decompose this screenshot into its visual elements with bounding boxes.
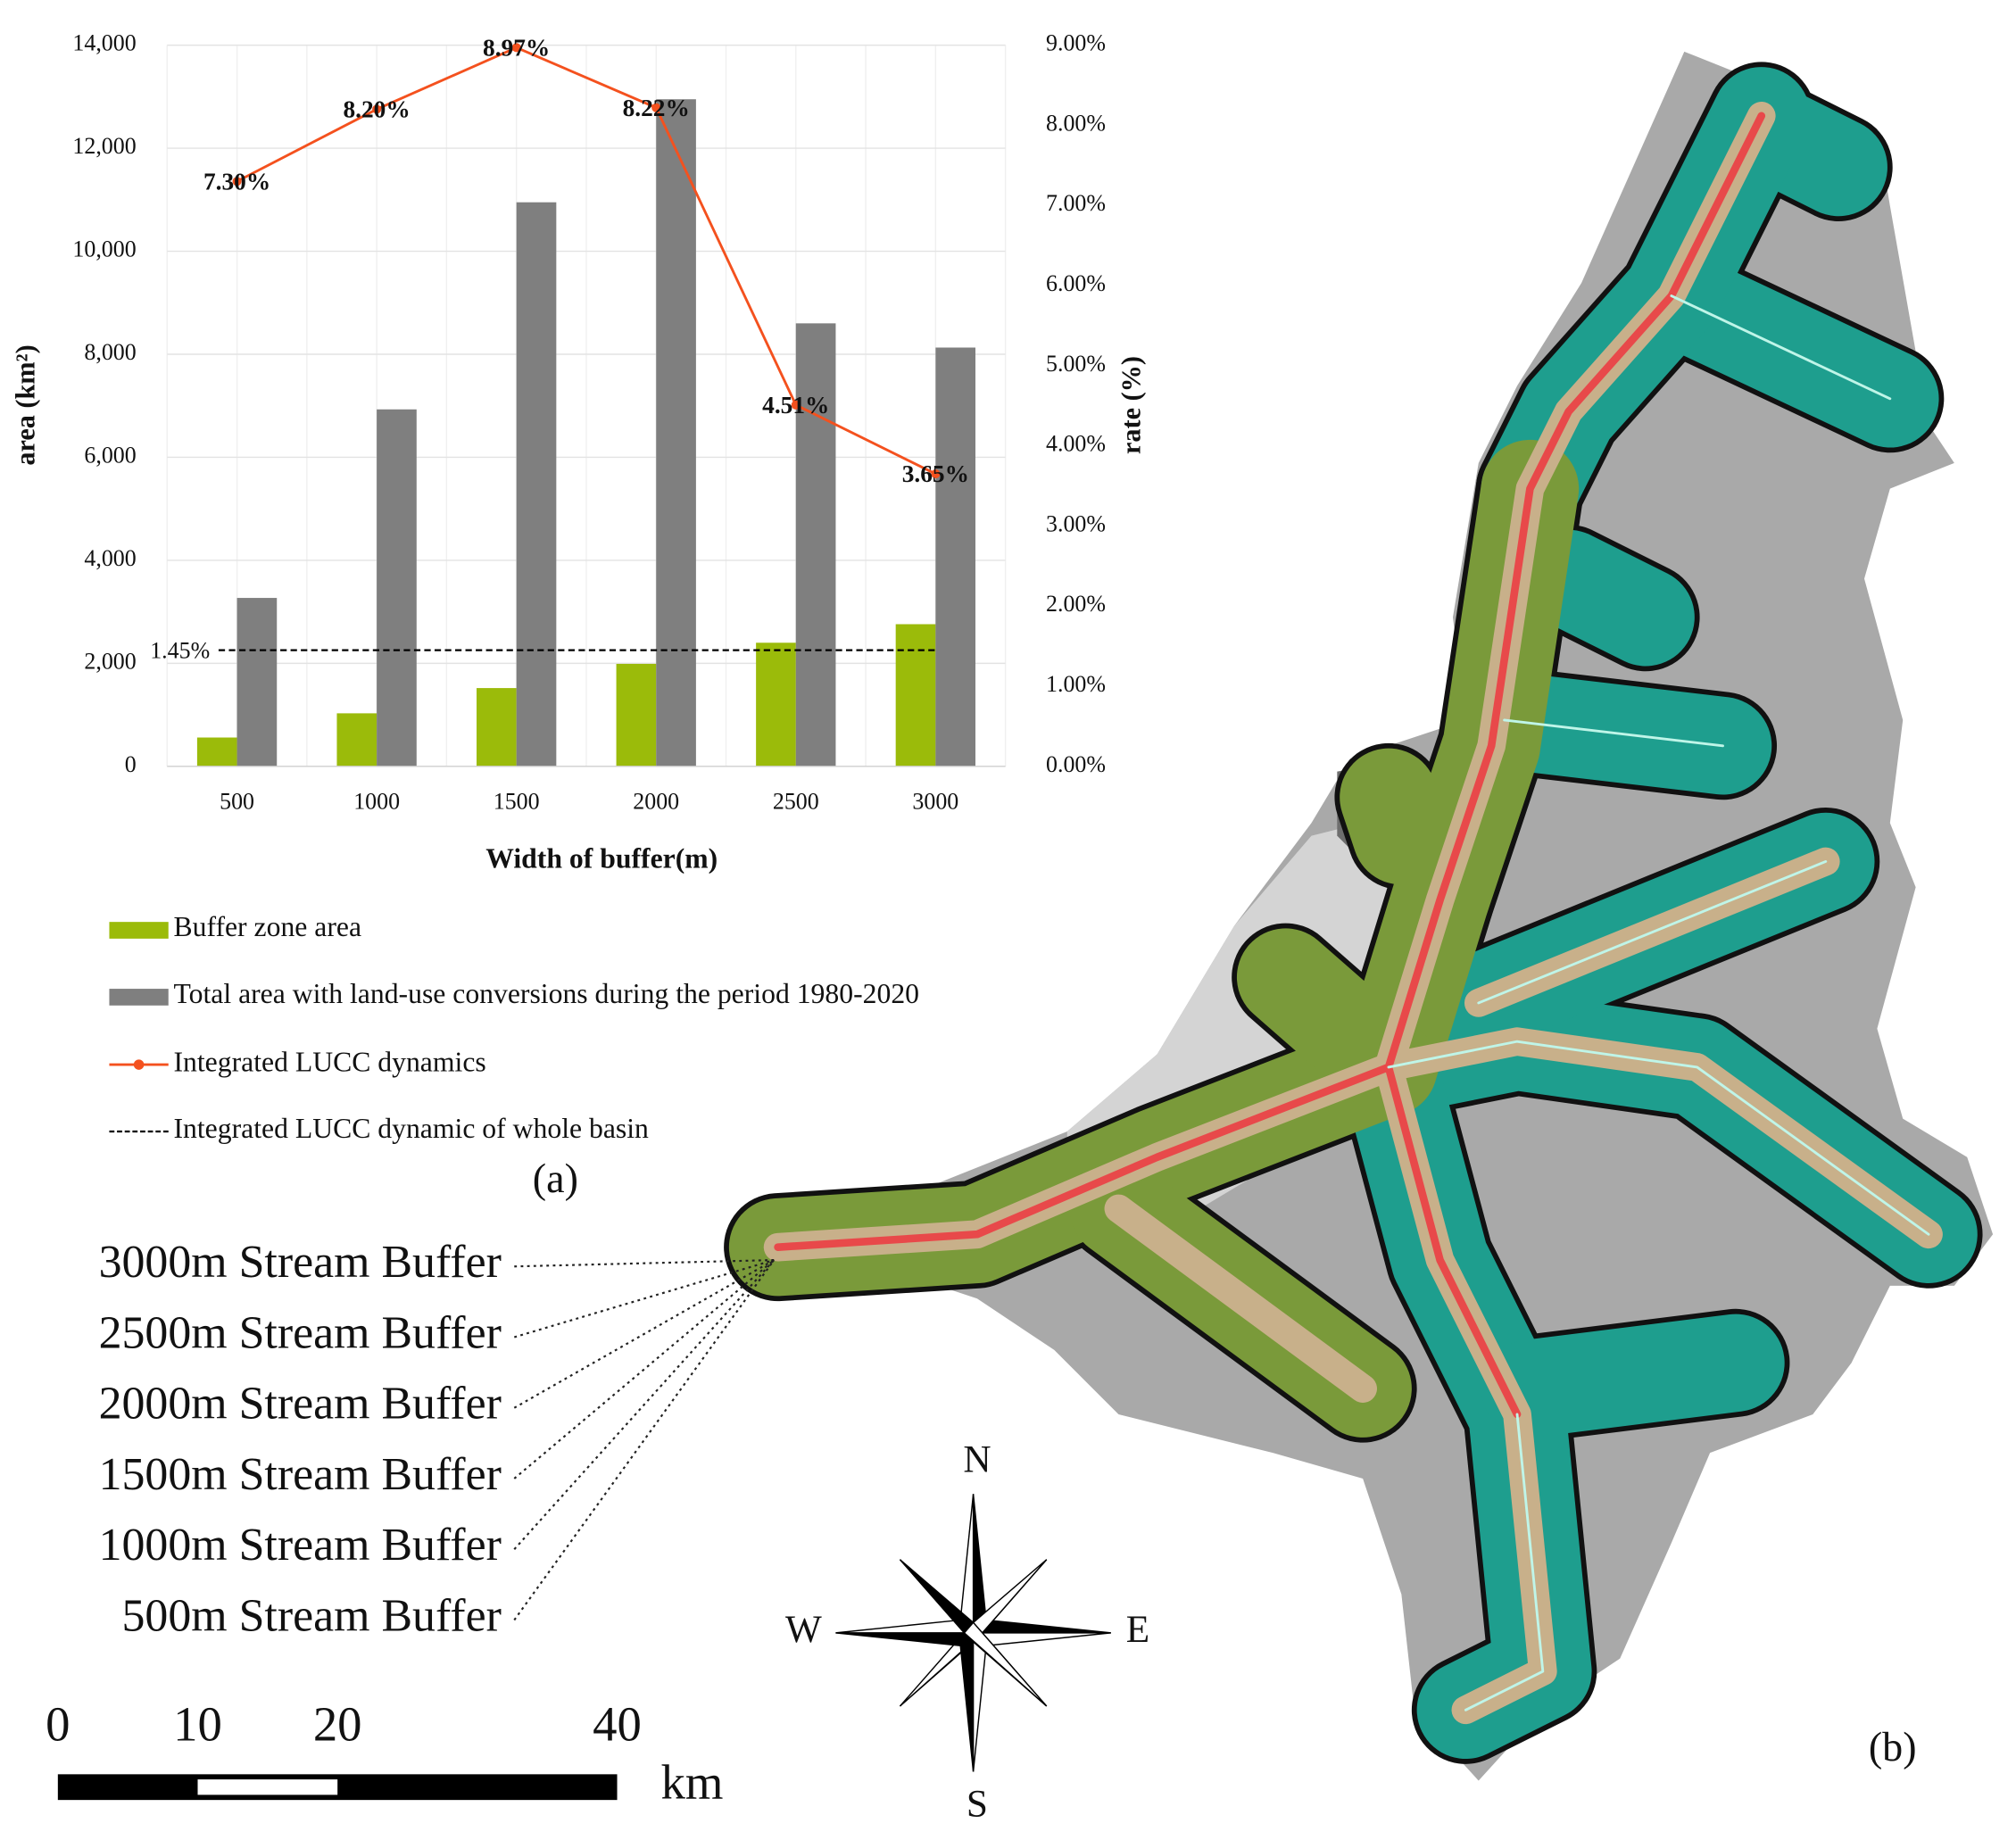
bar (795, 323, 836, 767)
stream (774, 112, 1766, 1419)
line-point (651, 103, 661, 112)
y2-tick-label: 3.00% (1046, 510, 1106, 536)
leader-line (513, 1259, 776, 1621)
scale-label: 10 (173, 1696, 222, 1751)
compass-west: W (785, 1608, 822, 1651)
basin-map (724, 51, 1994, 1781)
data-label: 3.65% (902, 460, 969, 487)
bar (377, 409, 417, 767)
leader-line (513, 1259, 775, 1339)
x-tick-label: 500 (220, 789, 254, 815)
buffer-label: 2500m Stream Buffer (99, 1307, 502, 1358)
bar (336, 713, 377, 767)
x-tick-label: 1500 (494, 789, 540, 815)
scale-label: 20 (313, 1696, 362, 1751)
buffer-label: 1500m Stream Buffer (99, 1449, 502, 1500)
data-label: 4.51% (762, 392, 829, 419)
line-point (511, 43, 521, 53)
compass-south: S (967, 1783, 988, 1826)
line-point (931, 469, 941, 479)
panel-label-a: (a) (533, 1156, 578, 1201)
leader-line (513, 1259, 776, 1550)
y2-tick-label: 2.00% (1046, 591, 1106, 617)
y2-tick-label: 7.00% (1046, 190, 1106, 216)
leader-line (513, 1259, 775, 1409)
y-tick-label: 14,000 (72, 30, 136, 56)
legend-swatch (109, 989, 169, 1006)
x-tick-label: 3000 (912, 789, 958, 815)
scale-label: 0 (46, 1696, 70, 1751)
line-point (232, 177, 242, 186)
y2-tick-label: 5.00% (1046, 351, 1106, 377)
panel-label-b: (b) (1869, 1724, 1917, 1770)
line-point (791, 400, 801, 410)
buffer-label: 3000m Stream Buffer (99, 1237, 502, 1288)
y2-axis-title: rate (%) (1116, 356, 1147, 454)
y-tick-label: 0 (125, 751, 137, 777)
buffer-label: 2000m Stream Buffer (99, 1379, 502, 1430)
compass-north: N (963, 1438, 991, 1481)
bar (935, 347, 976, 767)
stream-minor (1387, 294, 1930, 1712)
buffer-label: 1000m Stream Buffer (99, 1520, 502, 1571)
bar (236, 598, 278, 767)
scale-label: 40 (593, 1696, 642, 1751)
line (236, 46, 936, 476)
legend-label: Integrated LUCC dynamic of whole basin (173, 1113, 649, 1144)
bar (196, 737, 237, 767)
y2-tick-label: 9.00% (1046, 30, 1106, 56)
data-label: 8.97% (483, 34, 550, 61)
bar (656, 99, 696, 767)
y-tick-label: 4,000 (84, 545, 136, 571)
scale-unit: km (661, 1754, 724, 1809)
y-tick-label: 12,000 (72, 133, 136, 159)
buffer-label: 500m Stream Buffer (122, 1590, 502, 1641)
bar (616, 663, 657, 767)
y2-tick-label: 6.00% (1046, 270, 1106, 296)
bar (477, 688, 517, 767)
compass-east: E (1126, 1608, 1149, 1651)
y-tick-label: 10,000 (72, 236, 136, 261)
y2-tick-label: 8.00% (1046, 110, 1106, 136)
y-axis-title: area (km²) (11, 344, 41, 465)
y-tick-label: 8,000 (84, 339, 136, 365)
y2-tick-label: 0.00% (1046, 751, 1106, 777)
data-label: 8.22% (623, 95, 690, 121)
y-tick-label: 6,000 (84, 442, 136, 468)
data-label: 8.20% (343, 96, 410, 123)
legend-label: Buffer zone area (173, 911, 361, 942)
legend-label: Total area with land-use conversions dur… (173, 978, 919, 1009)
legend-label: Integrated LUCC dynamics (173, 1046, 485, 1077)
x-tick-label: 2000 (633, 789, 679, 815)
bar (516, 202, 557, 767)
x-tick-label: 1000 (353, 789, 400, 815)
scale-bar-segment (197, 1779, 338, 1795)
leader-line (514, 1258, 775, 1268)
line-point (372, 104, 382, 114)
x-tick-label: 2500 (773, 789, 819, 815)
buffers (724, 62, 1983, 1764)
legend-swatch (109, 922, 169, 939)
leader-line (513, 1259, 775, 1479)
y-tick-label: 2,000 (84, 648, 136, 674)
y2-tick-label: 4.00% (1046, 431, 1106, 457)
x-axis-title: Width of buffer(m) (485, 843, 718, 874)
bar (895, 624, 936, 767)
legend-marker (133, 1059, 145, 1070)
reference-label: 1.45% (150, 637, 210, 663)
y2-tick-label: 1.00% (1046, 671, 1106, 697)
data-label: 7.30% (203, 168, 270, 195)
bar (756, 642, 796, 767)
compass (835, 1494, 1111, 1772)
